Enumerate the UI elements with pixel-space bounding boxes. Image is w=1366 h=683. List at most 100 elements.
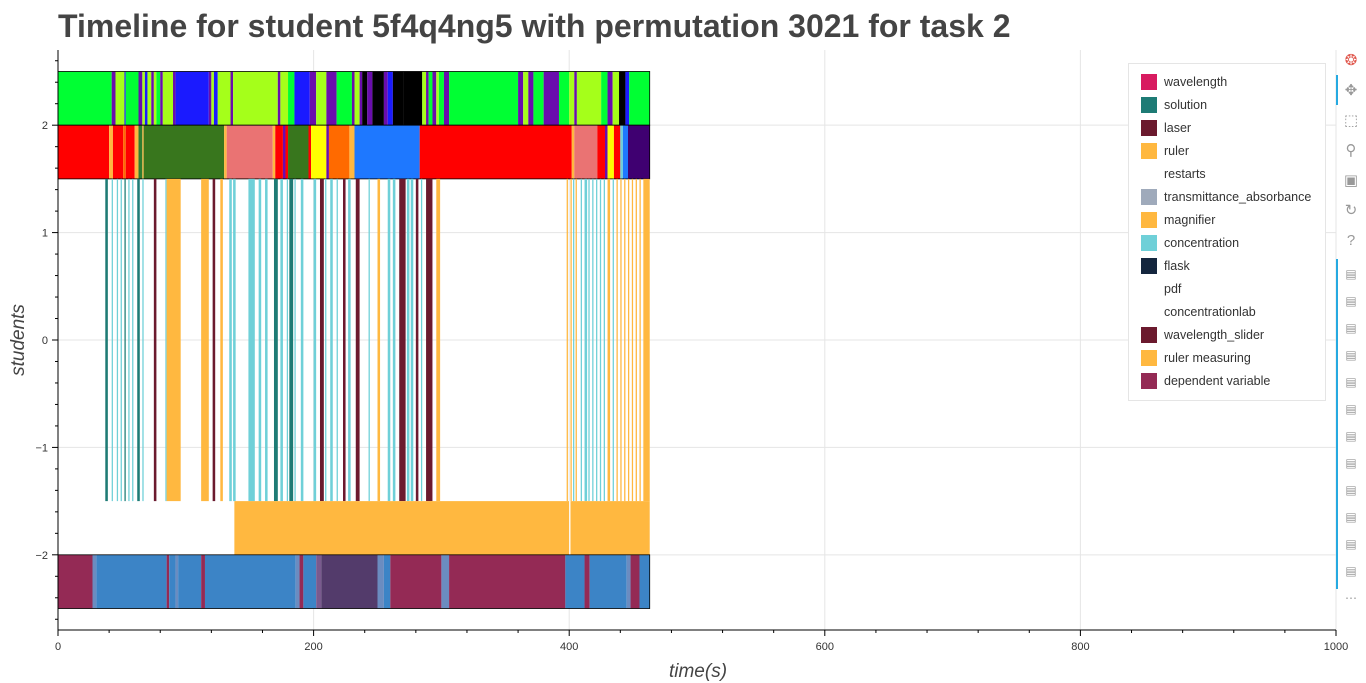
timeline-segment[interactable]: [128, 178, 130, 502]
timeline-segment[interactable]: [570, 501, 650, 555]
timeline-segment[interactable]: [230, 71, 234, 126]
timeline-segment[interactable]: [286, 178, 289, 502]
timeline-segment[interactable]: [109, 125, 113, 179]
timeline-segment[interactable]: [153, 71, 157, 126]
timeline-segment[interactable]: [330, 178, 333, 502]
timeline-segment[interactable]: [432, 71, 437, 126]
timeline-segment[interactable]: [383, 71, 388, 126]
timeline-segment[interactable]: [589, 554, 627, 609]
timeline-segment[interactable]: [224, 125, 227, 179]
timeline-segment[interactable]: [438, 71, 444, 126]
timeline-segment[interactable]: [58, 125, 110, 179]
pan-tool-icon[interactable]: ✥: [1344, 82, 1358, 99]
legend-item[interactable]: ruler measuring: [1141, 348, 1251, 368]
timeline-segment[interactable]: [220, 178, 223, 502]
timeline-segment[interactable]: [120, 178, 122, 502]
timeline-segment[interactable]: [142, 178, 144, 502]
timeline-segment[interactable]: [166, 554, 170, 609]
timeline-segment[interactable]: [336, 178, 338, 502]
timeline-segment[interactable]: [627, 178, 630, 502]
timeline-segment[interactable]: [399, 178, 406, 502]
timeline-segment[interactable]: [436, 178, 441, 502]
timeline-segment[interactable]: [639, 178, 641, 502]
timeline-segment[interactable]: [211, 71, 214, 126]
timeline-segment[interactable]: [377, 554, 384, 609]
hover-tool-icon[interactable]: ▤: [1345, 483, 1357, 497]
timeline-segment[interactable]: [313, 178, 317, 502]
timeline-segment[interactable]: [420, 178, 423, 502]
timeline-segment[interactable]: [208, 71, 212, 126]
timeline-segment[interactable]: [387, 178, 391, 502]
timeline-segment[interactable]: [137, 178, 140, 502]
timeline-segment[interactable]: [624, 178, 626, 502]
timeline-segment[interactable]: [533, 71, 544, 126]
wheel-zoom-tool-icon[interactable]: ⚲: [1345, 142, 1357, 159]
hover-tool-icon[interactable]: ▤: [1345, 564, 1357, 578]
timeline-segment[interactable]: [631, 178, 634, 502]
more-tools-icon[interactable]: ⋯: [1345, 591, 1357, 605]
timeline-segment[interactable]: [565, 554, 585, 609]
timeline-segment[interactable]: [162, 71, 174, 126]
timeline-segment[interactable]: [596, 178, 598, 502]
timeline-segment[interactable]: [92, 554, 97, 609]
timeline-segment[interactable]: [566, 178, 568, 502]
timeline-segment[interactable]: [308, 125, 312, 179]
timeline-segment[interactable]: [175, 554, 179, 609]
timeline-segment[interactable]: [419, 125, 572, 179]
timeline-segment[interactable]: [629, 71, 650, 126]
timeline-segment[interactable]: [124, 178, 126, 502]
timeline-segment[interactable]: [142, 125, 144, 179]
timeline-segment[interactable]: [123, 125, 126, 179]
timeline-segment[interactable]: [201, 178, 209, 502]
timeline-segment[interactable]: [449, 554, 566, 609]
timeline-segment[interactable]: [265, 178, 268, 502]
timeline-segment[interactable]: [584, 178, 588, 502]
timeline-segment[interactable]: [282, 125, 286, 179]
timeline-segment[interactable]: [603, 178, 605, 502]
timeline-segment[interactable]: [392, 71, 404, 126]
legend-item[interactable]: wavelength: [1141, 72, 1227, 92]
timeline-segment[interactable]: [125, 125, 135, 179]
timeline-segment[interactable]: [390, 554, 442, 609]
timeline-segment[interactable]: [294, 178, 296, 502]
timeline-segment[interactable]: [280, 71, 289, 126]
timeline-segment[interactable]: [569, 71, 575, 126]
reset-tool-icon[interactable]: ↻: [1344, 202, 1358, 219]
timeline-segment[interactable]: [326, 71, 337, 126]
legend-item[interactable]: dependent variable: [1141, 371, 1270, 391]
timeline-segment[interactable]: [580, 178, 582, 502]
timeline-segment[interactable]: [147, 71, 152, 126]
box-zoom-tool-icon[interactable]: ⬚: [1343, 112, 1359, 129]
timeline-segment[interactable]: [132, 178, 134, 502]
timeline-segment[interactable]: [309, 71, 317, 126]
legend-item[interactable]: restarts: [1141, 164, 1206, 184]
timeline-segment[interactable]: [336, 71, 352, 126]
timeline-segment[interactable]: [204, 554, 296, 609]
timeline-segment[interactable]: [620, 178, 622, 502]
timeline-segment[interactable]: [575, 178, 577, 502]
timeline-segment[interactable]: [622, 125, 628, 179]
timeline-segment[interactable]: [173, 71, 176, 126]
hover-tool-icon[interactable]: ▤: [1345, 402, 1357, 416]
timeline-segment[interactable]: [165, 178, 167, 502]
timeline-segment[interactable]: [143, 125, 225, 179]
timeline-segment[interactable]: [443, 71, 450, 126]
timeline-segment[interactable]: [601, 71, 608, 126]
timeline-segment[interactable]: [280, 178, 283, 502]
timeline-segment[interactable]: [288, 71, 295, 126]
timeline-segment[interactable]: [543, 71, 559, 126]
legend-item[interactable]: pdf: [1141, 279, 1181, 299]
timeline-segment[interactable]: [288, 125, 309, 179]
timeline-segment[interactable]: [571, 125, 575, 179]
timeline-segment[interactable]: [300, 178, 304, 502]
hover-tool-icon[interactable]: ▤: [1345, 348, 1357, 362]
timeline-segment[interactable]: [233, 178, 236, 502]
timeline-segment[interactable]: [599, 178, 602, 502]
timeline-segment[interactable]: [124, 71, 126, 126]
hover-tool-icon[interactable]: ▤: [1345, 267, 1357, 281]
timeline-segment[interactable]: [426, 178, 433, 502]
timeline-segment[interactable]: [570, 178, 572, 502]
timeline-segment[interactable]: [294, 71, 310, 126]
timeline-segment[interactable]: [383, 554, 391, 609]
